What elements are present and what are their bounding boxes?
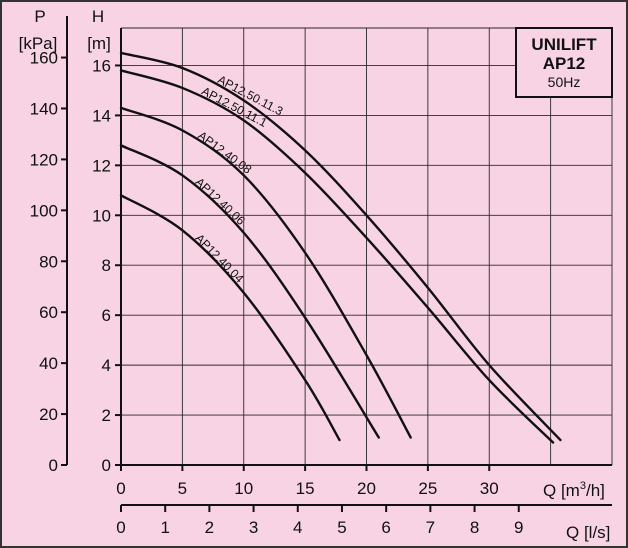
- x-secondary-tick-label: 5: [337, 518, 346, 537]
- y-primary-unit: [m]: [87, 34, 111, 53]
- x-primary-tick-label: 20: [357, 479, 376, 498]
- legend-subtitle: AP12: [543, 54, 586, 73]
- y-primary-tick-label: 0: [102, 456, 111, 475]
- y-primary-tick-label: 8: [102, 256, 111, 275]
- y-secondary-tick-label: 80: [39, 252, 58, 271]
- y-primary-tick-label: 16: [92, 56, 111, 75]
- x-primary-title-sup: 3: [580, 480, 586, 492]
- legend-box: UNILIFT AP12 50Hz: [515, 27, 613, 98]
- x-primary-tick-label: 25: [418, 479, 437, 498]
- x-primary-tick-label: 30: [480, 479, 499, 498]
- x-primary-title-main: Q [m: [543, 481, 580, 500]
- curve-ap12-40-08: [119, 106, 412, 439]
- y-secondary-tick-label: 140: [30, 99, 58, 118]
- x-primary-tick-label: 0: [116, 479, 125, 498]
- y-primary-tick-label: 12: [92, 156, 111, 175]
- x-secondary-tick-label: 9: [514, 518, 523, 537]
- x-secondary-tick-label: 2: [205, 518, 214, 537]
- curve-ap12-40-04: [119, 194, 341, 442]
- curve-ap12-50-11-1: [119, 69, 555, 444]
- y-primary-tick-label: 10: [92, 206, 111, 225]
- x-secondary-tick-label: 0: [116, 518, 125, 537]
- x-secondary-title: Q [l/s]: [566, 523, 610, 542]
- y-secondary-title: P: [34, 7, 45, 26]
- curve-ap12-40-06: [119, 144, 380, 439]
- axes: [66, 16, 612, 506]
- y-primary-title: H: [92, 7, 104, 26]
- y-secondary-tick-label: 40: [39, 354, 58, 373]
- y-secondary-tick-label: 160: [30, 49, 58, 68]
- x-primary-tick-label: 15: [296, 479, 315, 498]
- y-primary-tick-label: 2: [102, 406, 111, 425]
- x-primary-tick-label: 5: [178, 479, 187, 498]
- curve-ap12-50-11-3: [119, 51, 562, 442]
- y-primary-tick-label: 6: [102, 306, 111, 325]
- y-secondary-tick-label: 20: [39, 405, 58, 424]
- legend-frame: [515, 27, 613, 98]
- x-primary-title-tail: /h]: [586, 481, 605, 500]
- y-secondary-unit: [kPa]: [19, 34, 58, 53]
- x-secondary-tick-label: 8: [470, 518, 479, 537]
- y-primary-tick-label: 4: [102, 356, 111, 375]
- x-secondary-tick-label: 3: [249, 518, 258, 537]
- legend-frequency: 50Hz: [548, 74, 581, 90]
- y-secondary-tick-label: 120: [30, 150, 58, 169]
- y-secondary-tick-label: 60: [39, 303, 58, 322]
- legend-title: UNILIFT: [531, 35, 597, 54]
- y-secondary-tick-label: 100: [30, 201, 58, 220]
- x-secondary-tick-label: 4: [293, 518, 302, 537]
- x-secondary-tick-label: 1: [160, 518, 169, 537]
- x-primary-tick-label: 10: [234, 479, 253, 498]
- x-secondary-tick-label: 7: [426, 518, 435, 537]
- x-secondary-tick-label: 6: [381, 518, 390, 537]
- x-primary-title: Q [m3/h]: [543, 480, 605, 500]
- y-primary-tick-label: 14: [92, 106, 111, 125]
- y-secondary-tick-label: 0: [49, 456, 58, 475]
